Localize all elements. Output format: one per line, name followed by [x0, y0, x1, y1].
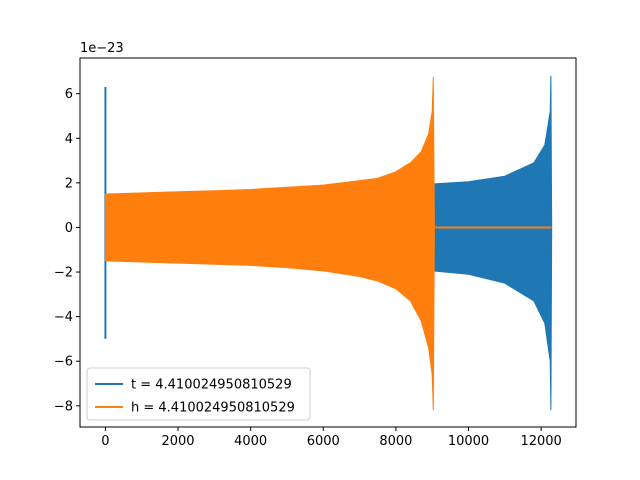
legend-label-h: h = 4.410024950810529: [131, 401, 295, 416]
y-offset-label: 1e−23: [80, 41, 124, 56]
y-tick-label: 2: [65, 176, 73, 191]
x-tick-label: 10000: [448, 434, 489, 449]
x-axis: 0 2000 4000 6000 8000 10000 12000: [101, 427, 562, 449]
x-tick-label: 4000: [234, 434, 267, 449]
x-tick-label: 12000: [520, 434, 561, 449]
series-layer: [104, 75, 553, 411]
legend-label-t: t = 4.410024950810529: [131, 378, 292, 393]
y-tick-label: −8: [54, 399, 73, 414]
y-tick-label: −6: [54, 355, 73, 370]
legend: t = 4.410024950810529 h = 4.410024950810…: [86, 367, 311, 421]
x-tick-label: 8000: [379, 434, 412, 449]
x-tick-label: 6000: [307, 434, 340, 449]
y-tick-label: −2: [54, 266, 73, 281]
x-tick-label: 0: [101, 434, 109, 449]
plot-frame: [79, 57, 577, 428]
y-tick-label: −4: [54, 310, 73, 325]
y-tick-label: 4: [65, 132, 73, 147]
y-axis: −8 −6 −4 −2 0 2 4 6: [54, 87, 80, 414]
y-tick-label: 6: [65, 87, 73, 102]
legend-box: [86, 367, 311, 421]
series-h-envelope: [104, 76, 435, 411]
x-tick-label: 2000: [161, 434, 194, 449]
y-tick-label: 0: [65, 221, 73, 236]
